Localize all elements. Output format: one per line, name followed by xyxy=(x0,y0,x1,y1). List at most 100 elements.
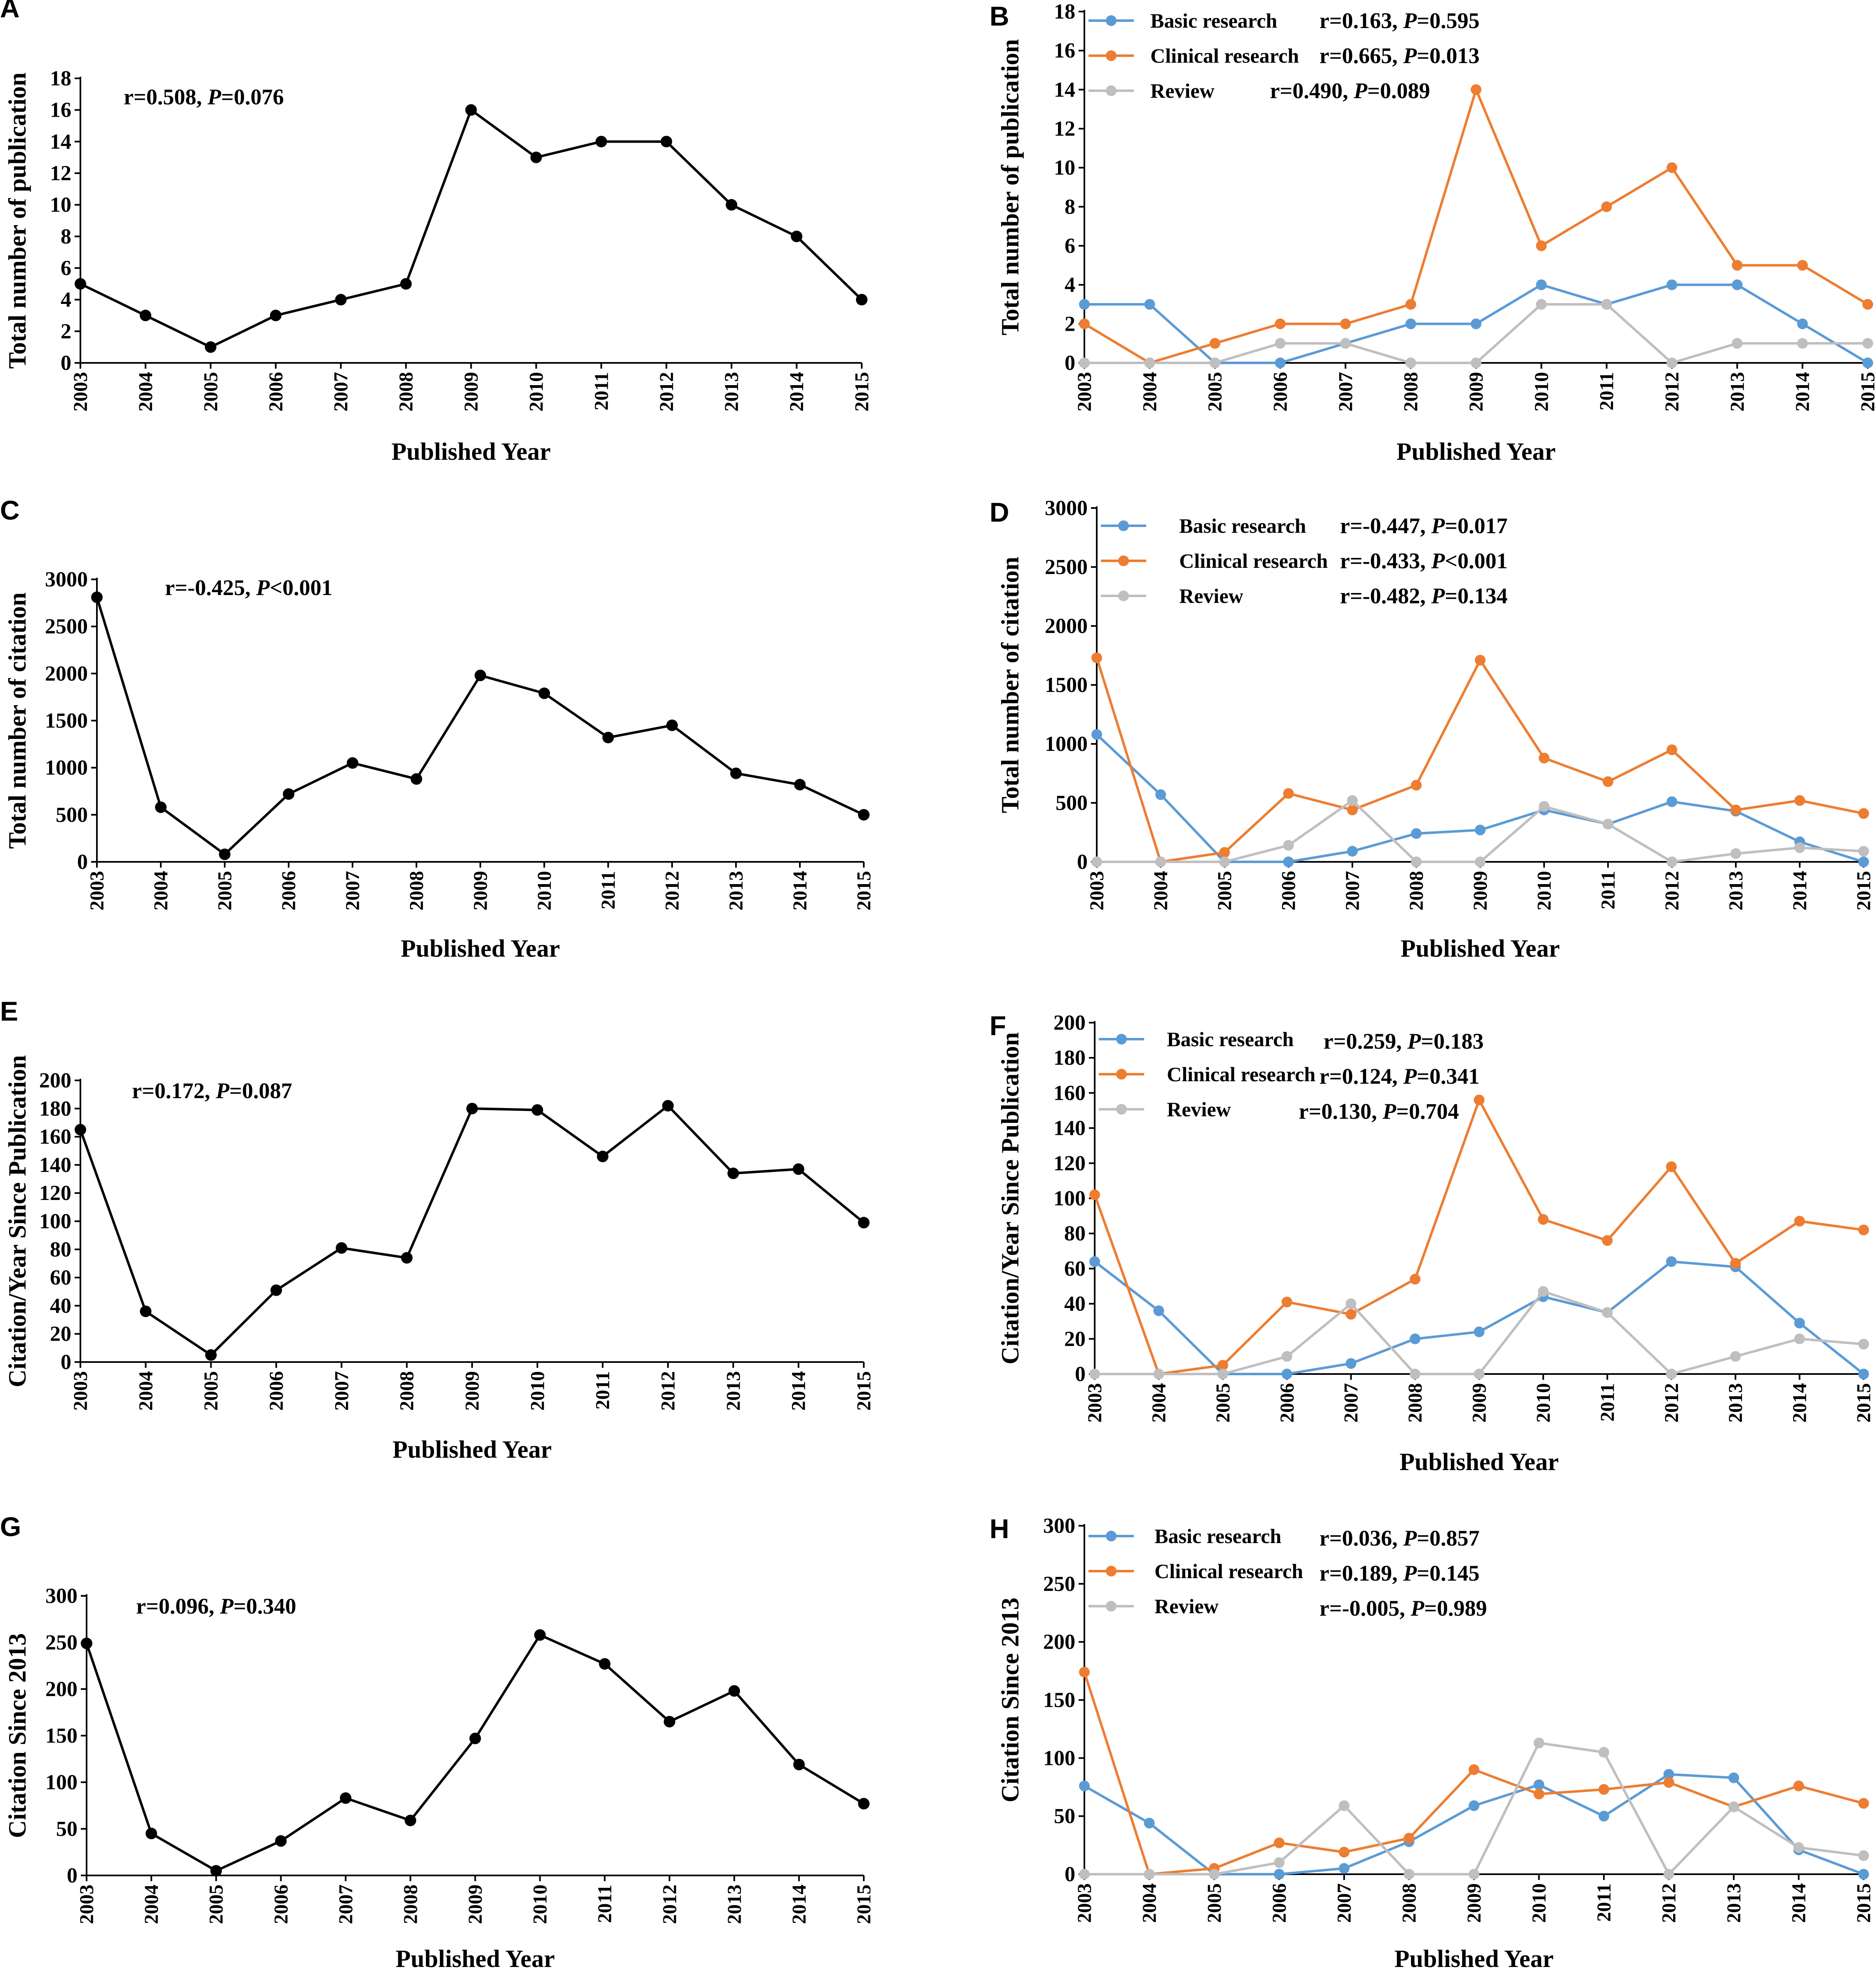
x-tick-label: 2005 xyxy=(1204,1883,1225,1923)
data-point xyxy=(1475,824,1486,835)
chart-panel-h: H 0 50 100 150 200 250 300 2003 2004 2005 2006 2007 2… xyxy=(990,1513,1875,1972)
x-axis-title: Published Year xyxy=(1394,1945,1554,1972)
data-point xyxy=(1862,299,1873,310)
data-point xyxy=(1794,1318,1805,1329)
x-axis-title: Published Year xyxy=(401,935,560,962)
y-tick-label: 200 xyxy=(45,1678,78,1701)
x-tick-label: 2015 xyxy=(1853,1383,1875,1423)
data-point xyxy=(1144,1818,1155,1829)
data-point xyxy=(1405,318,1416,329)
x-tick-label: 2006 xyxy=(1269,1883,1291,1923)
y-tick-label: 12 xyxy=(1054,117,1075,141)
x-tick-label: 2003 xyxy=(1074,372,1096,412)
data-point xyxy=(1601,201,1612,212)
stat-p-value: <0.001 xyxy=(1445,548,1507,573)
data-point xyxy=(1209,338,1220,349)
stat-annotation: r=-0.482, P=0.134 xyxy=(1340,583,1508,608)
legend-swatch-marker xyxy=(1116,1069,1127,1080)
stat-p-symbol: P xyxy=(207,85,221,109)
data-point xyxy=(1797,318,1808,329)
data-point xyxy=(1667,358,1677,368)
data-point xyxy=(1275,338,1286,349)
data-point xyxy=(205,1349,217,1361)
data-point xyxy=(538,687,550,699)
data-point xyxy=(1797,260,1808,271)
y-tick-label: 8 xyxy=(1065,195,1075,219)
x-tick-label: 2003 xyxy=(1086,871,1108,911)
stat-annotation: r=0.124, P=0.341 xyxy=(1319,1064,1480,1089)
data-point xyxy=(1536,299,1547,310)
data-point xyxy=(1602,1307,1613,1318)
data-point xyxy=(1405,299,1416,310)
data-point xyxy=(792,1163,804,1175)
x-axis-title: Published Year xyxy=(395,1945,555,1972)
x-tick-label: 2014 xyxy=(1792,372,1814,412)
panel-letter: C xyxy=(0,495,20,525)
data-point xyxy=(794,779,806,791)
stat-r: r=0.259, xyxy=(1324,1029,1407,1054)
legend-swatch-marker xyxy=(1106,1566,1117,1576)
y-axis-title: Citation/Year Since Publication xyxy=(4,1055,31,1388)
data-point xyxy=(1599,1747,1609,1758)
data-point xyxy=(1091,729,1102,740)
y-tick-label: 16 xyxy=(1054,39,1075,63)
series-line xyxy=(1094,1260,1864,1375)
y-tick-label: 50 xyxy=(1054,1805,1075,1828)
data-point xyxy=(465,104,477,116)
legend-swatch-marker xyxy=(1116,1104,1127,1115)
x-tick-label: 2008 xyxy=(406,871,428,911)
x-tick-label: 2006 xyxy=(270,1885,292,1924)
chart-panel-a: A 0 2 4 6 8 10 12 14 16 18 2003 2004 2005 2006 2007 2008… xyxy=(0,0,873,465)
x-tick-label: 2006 xyxy=(278,871,300,911)
x-tick-label: 2009 xyxy=(1469,871,1491,911)
stat-p-value: =0.087 xyxy=(229,1078,292,1103)
x-tick-label: 2013 xyxy=(725,871,747,911)
stat-annotation: r=0.508, P=0.076 xyxy=(124,85,284,109)
data-point xyxy=(663,1716,675,1728)
stat-p-value: =0.076 xyxy=(221,85,284,109)
data-point xyxy=(728,1685,740,1697)
stat-p-symbol: P xyxy=(219,1594,234,1619)
data-point xyxy=(1411,828,1422,839)
data-point xyxy=(1533,1737,1545,1748)
y-tick-label: 0 xyxy=(77,850,88,874)
data-point xyxy=(1794,1216,1805,1227)
x-tick-label: 2014 xyxy=(1788,1883,1810,1923)
x-tick-label: 2012 xyxy=(657,1371,679,1411)
stat-p-symbol: P xyxy=(256,575,270,600)
x-tick-label: 2003 xyxy=(76,1885,98,1924)
y-tick-label: 100 xyxy=(1043,1746,1075,1770)
y-tick-label: 200 xyxy=(1043,1630,1075,1654)
y-tick-label: 20 xyxy=(50,1322,71,1346)
data-point xyxy=(1793,1842,1804,1853)
legend-swatch-marker xyxy=(1116,1034,1127,1045)
x-axis-title: Published Year xyxy=(391,438,550,465)
data-point xyxy=(1089,1256,1100,1267)
data-point xyxy=(856,294,867,306)
stat-p-symbol: P xyxy=(1403,43,1417,68)
panel-letter: A xyxy=(0,0,20,23)
data-point xyxy=(1663,1777,1674,1788)
stat-r: r=0.036, xyxy=(1319,1526,1403,1550)
data-point xyxy=(1345,1309,1356,1320)
data-point xyxy=(1603,819,1613,830)
stat-annotation: r=0.665, P=0.013 xyxy=(1319,43,1480,68)
stat-p-symbol: P xyxy=(1353,78,1368,103)
x-tick-label: 2005 xyxy=(214,871,236,911)
data-point xyxy=(1793,1780,1804,1791)
data-point xyxy=(530,151,542,163)
x-tick-label: 2013 xyxy=(1723,1883,1745,1923)
legend-label: Review xyxy=(1179,584,1244,607)
data-point xyxy=(1079,1666,1090,1678)
x-tick-label: 2005 xyxy=(1214,871,1236,911)
y-tick-label: 0 xyxy=(1077,850,1088,874)
stat-p-value: =0.017 xyxy=(1445,513,1507,538)
y-tick-label: 180 xyxy=(39,1097,71,1120)
data-point xyxy=(1089,1189,1100,1200)
data-point xyxy=(270,310,282,321)
x-tick-label: 2007 xyxy=(331,1371,353,1411)
stat-r: r=0.124, xyxy=(1319,1064,1403,1089)
data-point xyxy=(1079,1780,1090,1791)
x-tick-label: 2007 xyxy=(330,372,352,412)
stat-p-value: =0.704 xyxy=(1396,1099,1459,1124)
